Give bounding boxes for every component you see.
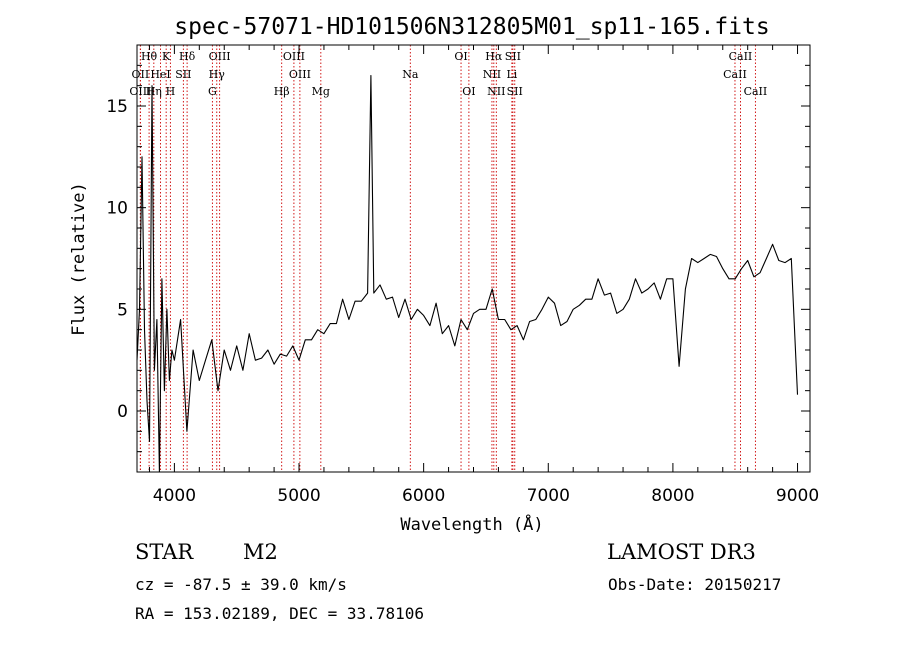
- line-marker-label: OII: [132, 68, 150, 81]
- line-marker-label: OIII: [209, 50, 231, 63]
- line-marker-label: Hδ: [179, 50, 196, 63]
- object-type: STAR: [135, 540, 194, 564]
- x-tick-label: 5000: [277, 486, 320, 506]
- line-marker-label: SII: [505, 50, 521, 63]
- line-marker-label: H: [166, 85, 176, 98]
- x-tick-label: 9000: [776, 486, 819, 506]
- coordinates: RA = 153.02189, DEC = 33.78106: [135, 604, 424, 623]
- line-marker-label: SII: [507, 85, 523, 98]
- redshift-readout: cz = -87.5 ± 39.0 km/s: [135, 575, 347, 594]
- line-marker-label: G: [208, 85, 217, 98]
- line-marker-label: OI: [454, 50, 467, 63]
- line-marker-label: OIII: [289, 68, 311, 81]
- x-tick-label: 7000: [527, 486, 570, 506]
- y-tick-label: 0: [117, 402, 128, 422]
- y-axis-label: Flux (relative): [69, 182, 89, 336]
- obs-date: Obs-Date: 20150217: [608, 575, 782, 594]
- line-marker-label: Hθ: [141, 50, 158, 63]
- spectrum-line: [136, 74, 799, 473]
- line-marker-label: Hβ: [274, 85, 290, 98]
- line-marker-label: Na: [402, 68, 419, 81]
- line-marker-label: Hγ: [209, 68, 226, 81]
- y-axis: 0 5 10 15: [106, 44, 810, 453]
- line-marker-label: OIII: [129, 85, 151, 98]
- line-marker-label: HeI: [150, 68, 170, 81]
- line-marker-label: OIII: [283, 50, 305, 63]
- plot-frame: [136, 44, 811, 473]
- x-tick-label: 6000: [402, 486, 445, 506]
- line-markers: [139, 45, 756, 472]
- line-marker-label: Mg: [312, 85, 330, 98]
- line-marker-label: Li: [506, 68, 517, 81]
- spectrum-chart: spec-57071-HD101506N312805M01_sp11-165.f…: [69, 14, 819, 535]
- chart-title: spec-57071-HD101506N312805M01_sp11-165.f…: [174, 14, 769, 40]
- line-marker-label: NII: [487, 85, 505, 98]
- line-marker-label: Hα: [485, 50, 503, 63]
- x-axis-label: Wavelength (Å): [400, 513, 543, 535]
- subclass: M2: [243, 540, 278, 564]
- line-marker-label: OI: [462, 85, 475, 98]
- line-marker-label: Hη: [146, 85, 162, 98]
- line-marker-label: SII: [175, 68, 191, 81]
- survey-name: LAMOST DR3: [607, 540, 756, 564]
- line-marker-label: CaII: [729, 50, 753, 63]
- line-marker-label: K: [162, 50, 171, 63]
- x-axis: 4000 5000 6000 7000 8000 9000: [148, 45, 819, 506]
- line-marker-label: CaII: [744, 85, 768, 98]
- line-marker-label: NII: [483, 68, 501, 81]
- x-tick-label: 8000: [651, 486, 694, 506]
- line-marker-label: CaII: [723, 68, 747, 81]
- y-tick-label: 15: [106, 97, 128, 117]
- x-tick-label: 4000: [153, 486, 196, 506]
- y-tick-label: 10: [106, 199, 128, 219]
- y-tick-label: 5: [117, 300, 128, 320]
